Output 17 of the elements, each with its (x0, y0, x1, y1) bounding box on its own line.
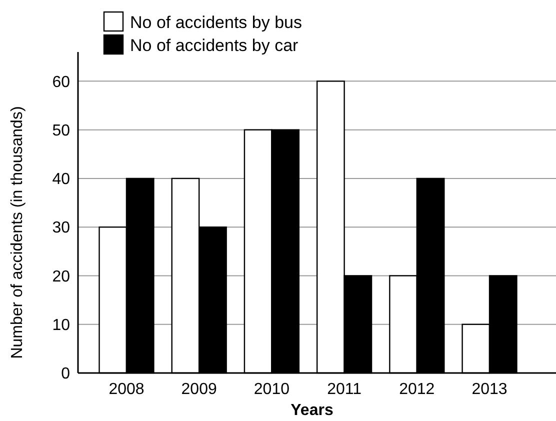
x-tick-label: 2011 (327, 381, 362, 398)
y-tick-label: 10 (52, 316, 70, 334)
y-tick-label: 30 (52, 220, 70, 237)
y-tick-label: 60 (52, 74, 70, 91)
y-tick-label: 0 (61, 366, 70, 383)
x-tick-label: 2010 (254, 381, 290, 398)
x-tick-label: 2012 (399, 381, 435, 398)
legend-label: No of accidents by car (130, 36, 299, 55)
x-tick-label: 2008 (108, 381, 144, 398)
x-axis-title: Years (290, 402, 334, 419)
y-axis-title: Number of accidents (in thousands) (9, 106, 26, 359)
y-tick-label: 40 (52, 171, 70, 188)
legend-label: No of accidents by bus (130, 12, 302, 32)
x-tick-label: 2009 (181, 381, 217, 398)
y-tick-label: 50 (52, 122, 70, 140)
y-tick-label: 20 (52, 268, 70, 286)
x-tick-label: 2013 (472, 381, 508, 398)
